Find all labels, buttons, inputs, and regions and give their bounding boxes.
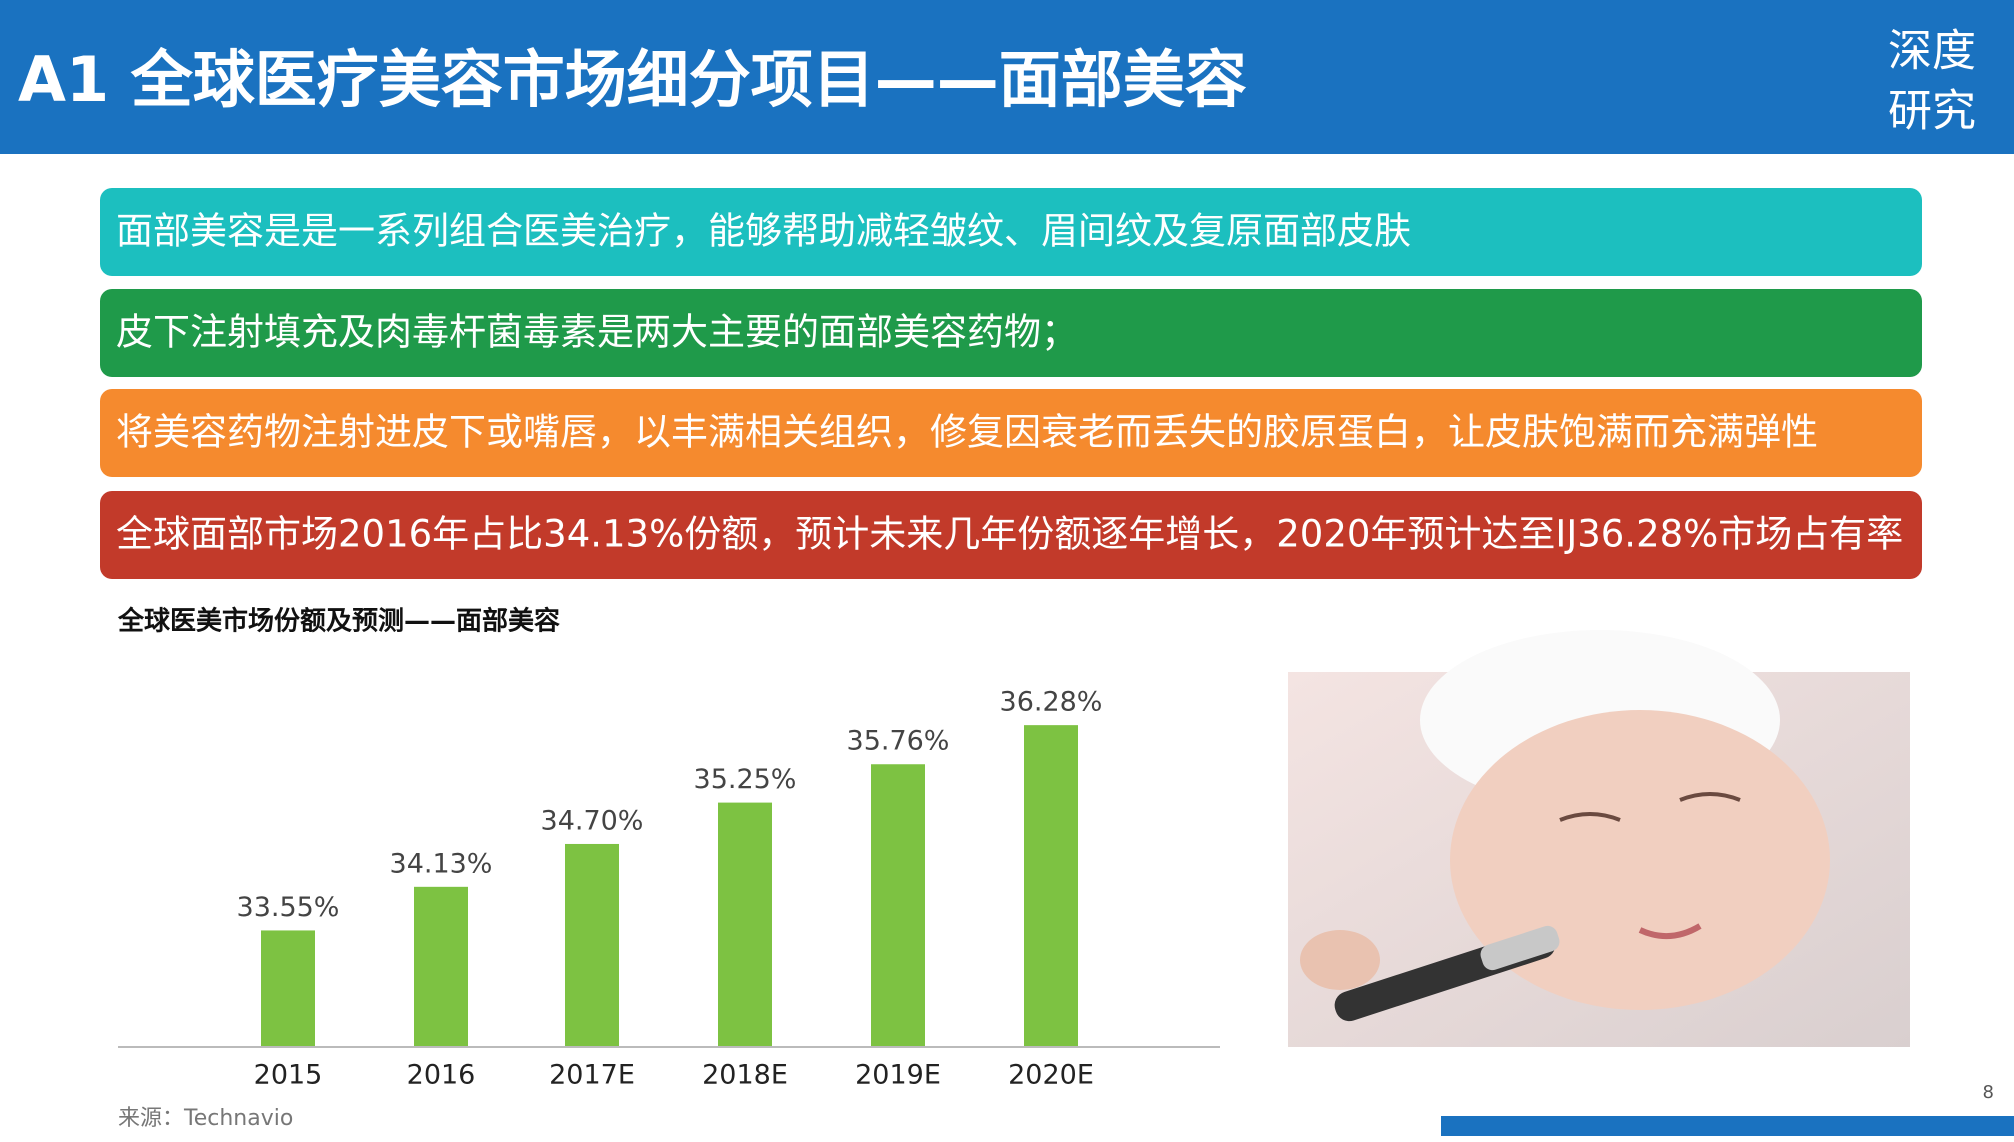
bullet-box xyxy=(100,389,1922,477)
bullet-box xyxy=(100,289,1922,377)
page-number: 8 xyxy=(1983,1082,1994,1103)
photo xyxy=(1288,630,1910,1047)
x-tick-label: 2017E xyxy=(549,1060,635,1091)
value-label: 33.55% xyxy=(237,892,340,923)
bullet-box xyxy=(100,491,1922,579)
x-tick-label: 2020E xyxy=(1008,1060,1094,1091)
header-band xyxy=(0,0,2014,154)
bullet-text: 将美容药物注射进皮下或嘴唇，以丰满相关组织，修复因衰老而丢失的胶原蛋白，让皮肤饱… xyxy=(116,411,1818,454)
value-label: 35.76% xyxy=(847,726,950,757)
bar xyxy=(1024,725,1078,1047)
bullet-text: 全球面部市场2016年占比34.13%份额，预计未来几年份额逐年增长，2020年… xyxy=(116,513,1903,556)
x-tick-label: 2015 xyxy=(254,1060,323,1091)
x-tick-label: 2018E xyxy=(702,1060,788,1091)
bar xyxy=(414,886,468,1047)
bullet-text: 面部美容是是一系列组合医美治疗，能够帮助减轻皱纹、眉间纹及复原面部皮肤 xyxy=(116,210,1411,253)
bullet-box xyxy=(100,188,1922,276)
footer-band xyxy=(1441,1116,2014,1136)
value-label: 35.25% xyxy=(694,764,797,795)
bar xyxy=(565,843,619,1047)
source: 来源：Technavio xyxy=(118,1106,293,1131)
value-label: 36.28% xyxy=(1000,687,1103,718)
value-label: 34.70% xyxy=(541,805,644,836)
bullet-text: 皮下注射填充及肉毒杆菌毒素是两大主要的面部美容药物； xyxy=(116,311,1078,354)
bar xyxy=(261,930,315,1047)
logo-line: 研究 xyxy=(1888,86,1976,137)
chart-title: 全球医美市场份额及预测——面部美容 xyxy=(117,606,560,637)
bar xyxy=(718,802,772,1047)
value-label: 34.13% xyxy=(390,848,493,879)
logo-line: 深度 xyxy=(1888,26,1976,77)
x-tick-label: 2019E xyxy=(855,1060,941,1091)
slide-title: A1 全球医疗美容市场细分项目——面部美容 xyxy=(18,43,1247,116)
bar xyxy=(871,764,925,1047)
x-tick-label: 2016 xyxy=(407,1060,476,1091)
